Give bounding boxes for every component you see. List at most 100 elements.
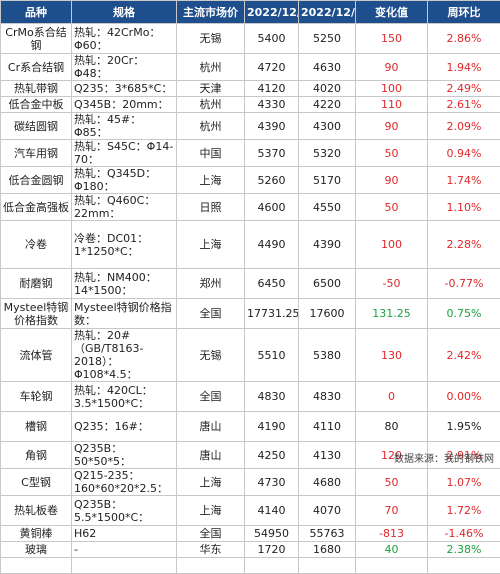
cell-market: 华东 [177,542,245,558]
table-row: CrMo系合结钢 热轧：42CrMo：Φ60： 无锡 5400 5250 150… [1,24,500,54]
cell-spec: 热轧：42CrMo：Φ60： [72,24,177,54]
cell-wow: 1.74% [428,167,500,194]
table-row: 低合金高强板 热轧：Q460C：22mm： 日照 4600 4550 50 1.… [1,194,500,221]
cell-product: 流体管 [1,329,72,382]
cell-market: 全国 [177,382,245,412]
table-row: C型钢 Q215-235：160*60*20*2.5： 上海 4730 4680… [1,469,500,496]
cell-market: 无锡 [177,24,245,54]
cell-product: 冷卷 [1,221,72,269]
cell-price-previous: 5250 [299,24,356,54]
cell-change: 40 [356,542,428,558]
header-product: 品种 [1,1,72,24]
table-row: 流体管 热轧：20#（GB/T8163-2018）：Φ108*4.5： 无锡 5… [1,329,500,382]
cell-spec: Q235B：50*50*5： [72,442,177,469]
cell-price-previous: 4070 [299,496,356,526]
cell-wow: -0.77% [428,269,500,299]
cell-spec: Q235：16#： [72,412,177,442]
cell-spec: 热轧：20Cr：Φ48： [72,54,177,81]
cell-product: 低合金中板 [1,97,72,113]
table-row: 低合金圆钢 热轧：Q345D：Φ180： 上海 5260 5170 90 1.7… [1,167,500,194]
cell-change: 130 [356,329,428,382]
cell-change: 150 [356,24,428,54]
cell-change: 70 [356,496,428,526]
cell-market: 杭州 [177,97,245,113]
cell-change: 50 [356,469,428,496]
header-date-previous: 2022/12/9 [299,1,356,24]
cell-market: 全国 [177,299,245,329]
cell-wow: 0.00% [428,382,500,412]
cell-market: 全国 [177,526,245,542]
cell-price-previous: 4830 [299,382,356,412]
cell-price-previous: 4020 [299,81,356,97]
cell-change: 80 [356,412,428,442]
cell-product: C型钢 [1,469,72,496]
cell-spec: 热轧：NM400：14*1500： [72,269,177,299]
header-spec: 规格 [72,1,177,24]
cell-price-previous: 6500 [299,269,356,299]
cell-product: 热轧板卷 [1,496,72,526]
cell-wow: 2.09% [428,113,500,140]
cell-change: 0 [356,382,428,412]
cell-price-current: 17731.25 [245,299,299,329]
cell-price-previous: 4110 [299,412,356,442]
cell-wow [428,558,500,574]
cell-price-current: 6450 [245,269,299,299]
cell-wow: 2.42% [428,329,500,382]
cell-change: 131.25 [356,299,428,329]
cell-market: 中国 [177,140,245,167]
cell-change: 90 [356,113,428,140]
cell-product: 玻璃 [1,542,72,558]
cell-product: 槽钢 [1,412,72,442]
data-source-note: 数据来源：我的钢铁网 [394,450,494,465]
header-market: 主流市场价 [177,1,245,24]
table-row: 耐磨钢 热轧：NM400：14*1500： 郑州 6450 6500 -50 -… [1,269,500,299]
cell-change: 50 [356,194,428,221]
cell-wow: 1.95% [428,412,500,442]
cell-market: 天津 [177,81,245,97]
cell-spec: 热轧：Q345D：Φ180： [72,167,177,194]
cell-price-current: 54950 [245,526,299,542]
cell-wow: 2.28% [428,221,500,269]
cell-wow: 2.49% [428,81,500,97]
table-row: 车轮钢 热轧：420CL：3.5*1500*C： 全国 4830 4830 0 … [1,382,500,412]
cell-price-previous: 4630 [299,54,356,81]
table-row: 汽车用钢 热轧：S45C：Φ14-70： 中国 5370 5320 50 0.9… [1,140,500,167]
cell-price-previous: 55763 [299,526,356,542]
cell-spec: Q345B：20mm： [72,97,177,113]
cell-price-current: 4120 [245,81,299,97]
cell-spec: 热轧：20#（GB/T8163-2018）：Φ108*4.5： [72,329,177,382]
cell-price-current: 4830 [245,382,299,412]
cell-wow: 0.94% [428,140,500,167]
cell-wow: 2.38% [428,542,500,558]
cell-wow: 1.72% [428,496,500,526]
cell-price-previous: 4680 [299,469,356,496]
cell-price-current: 4330 [245,97,299,113]
cell-price-current: 4390 [245,113,299,140]
cell-price-current: 5370 [245,140,299,167]
cell-product: 碳结圆钢 [1,113,72,140]
cell-product [1,558,72,574]
header-date-current: 2022/12/16 [245,1,299,24]
table-row: 热轧板卷 Q235B：5.5*1500*C： 上海 4140 4070 70 1… [1,496,500,526]
cell-change: 100 [356,81,428,97]
cell-wow: 1.10% [428,194,500,221]
table-row: 冷卷 冷卷：DC01：1*1250*C： 上海 4490 4390 100 2.… [1,221,500,269]
cell-market: 上海 [177,496,245,526]
cell-price-previous [299,558,356,574]
cell-price-current: 4190 [245,412,299,442]
table-row: 低合金中板 Q345B：20mm： 杭州 4330 4220 110 2.61% [1,97,500,113]
table-row: Mysteel特钢价格指数 Mysteel特钢价格指数： 全国 17731.25… [1,299,500,329]
cell-spec: 热轧：Q460C：22mm： [72,194,177,221]
cell-spec: Q235B：5.5*1500*C： [72,496,177,526]
cell-price-previous: 5380 [299,329,356,382]
table-row: 碳结圆钢 热轧：45#：Φ85： 杭州 4390 4300 90 2.09% [1,113,500,140]
cell-product: 角钢 [1,442,72,469]
cell-change: 90 [356,167,428,194]
cell-price-previous: 4390 [299,221,356,269]
cell-market: 唐山 [177,442,245,469]
table-row: 黄铜棒 H62 全国 54950 55763 -813 -1.46% [1,526,500,542]
table-header-row: 品种 规格 主流市场价 2022/12/16 2022/12/9 变化值 周环比 [1,1,500,24]
cell-spec: Mysteel特钢价格指数： [72,299,177,329]
cell-spec: 热轧：45#：Φ85： [72,113,177,140]
